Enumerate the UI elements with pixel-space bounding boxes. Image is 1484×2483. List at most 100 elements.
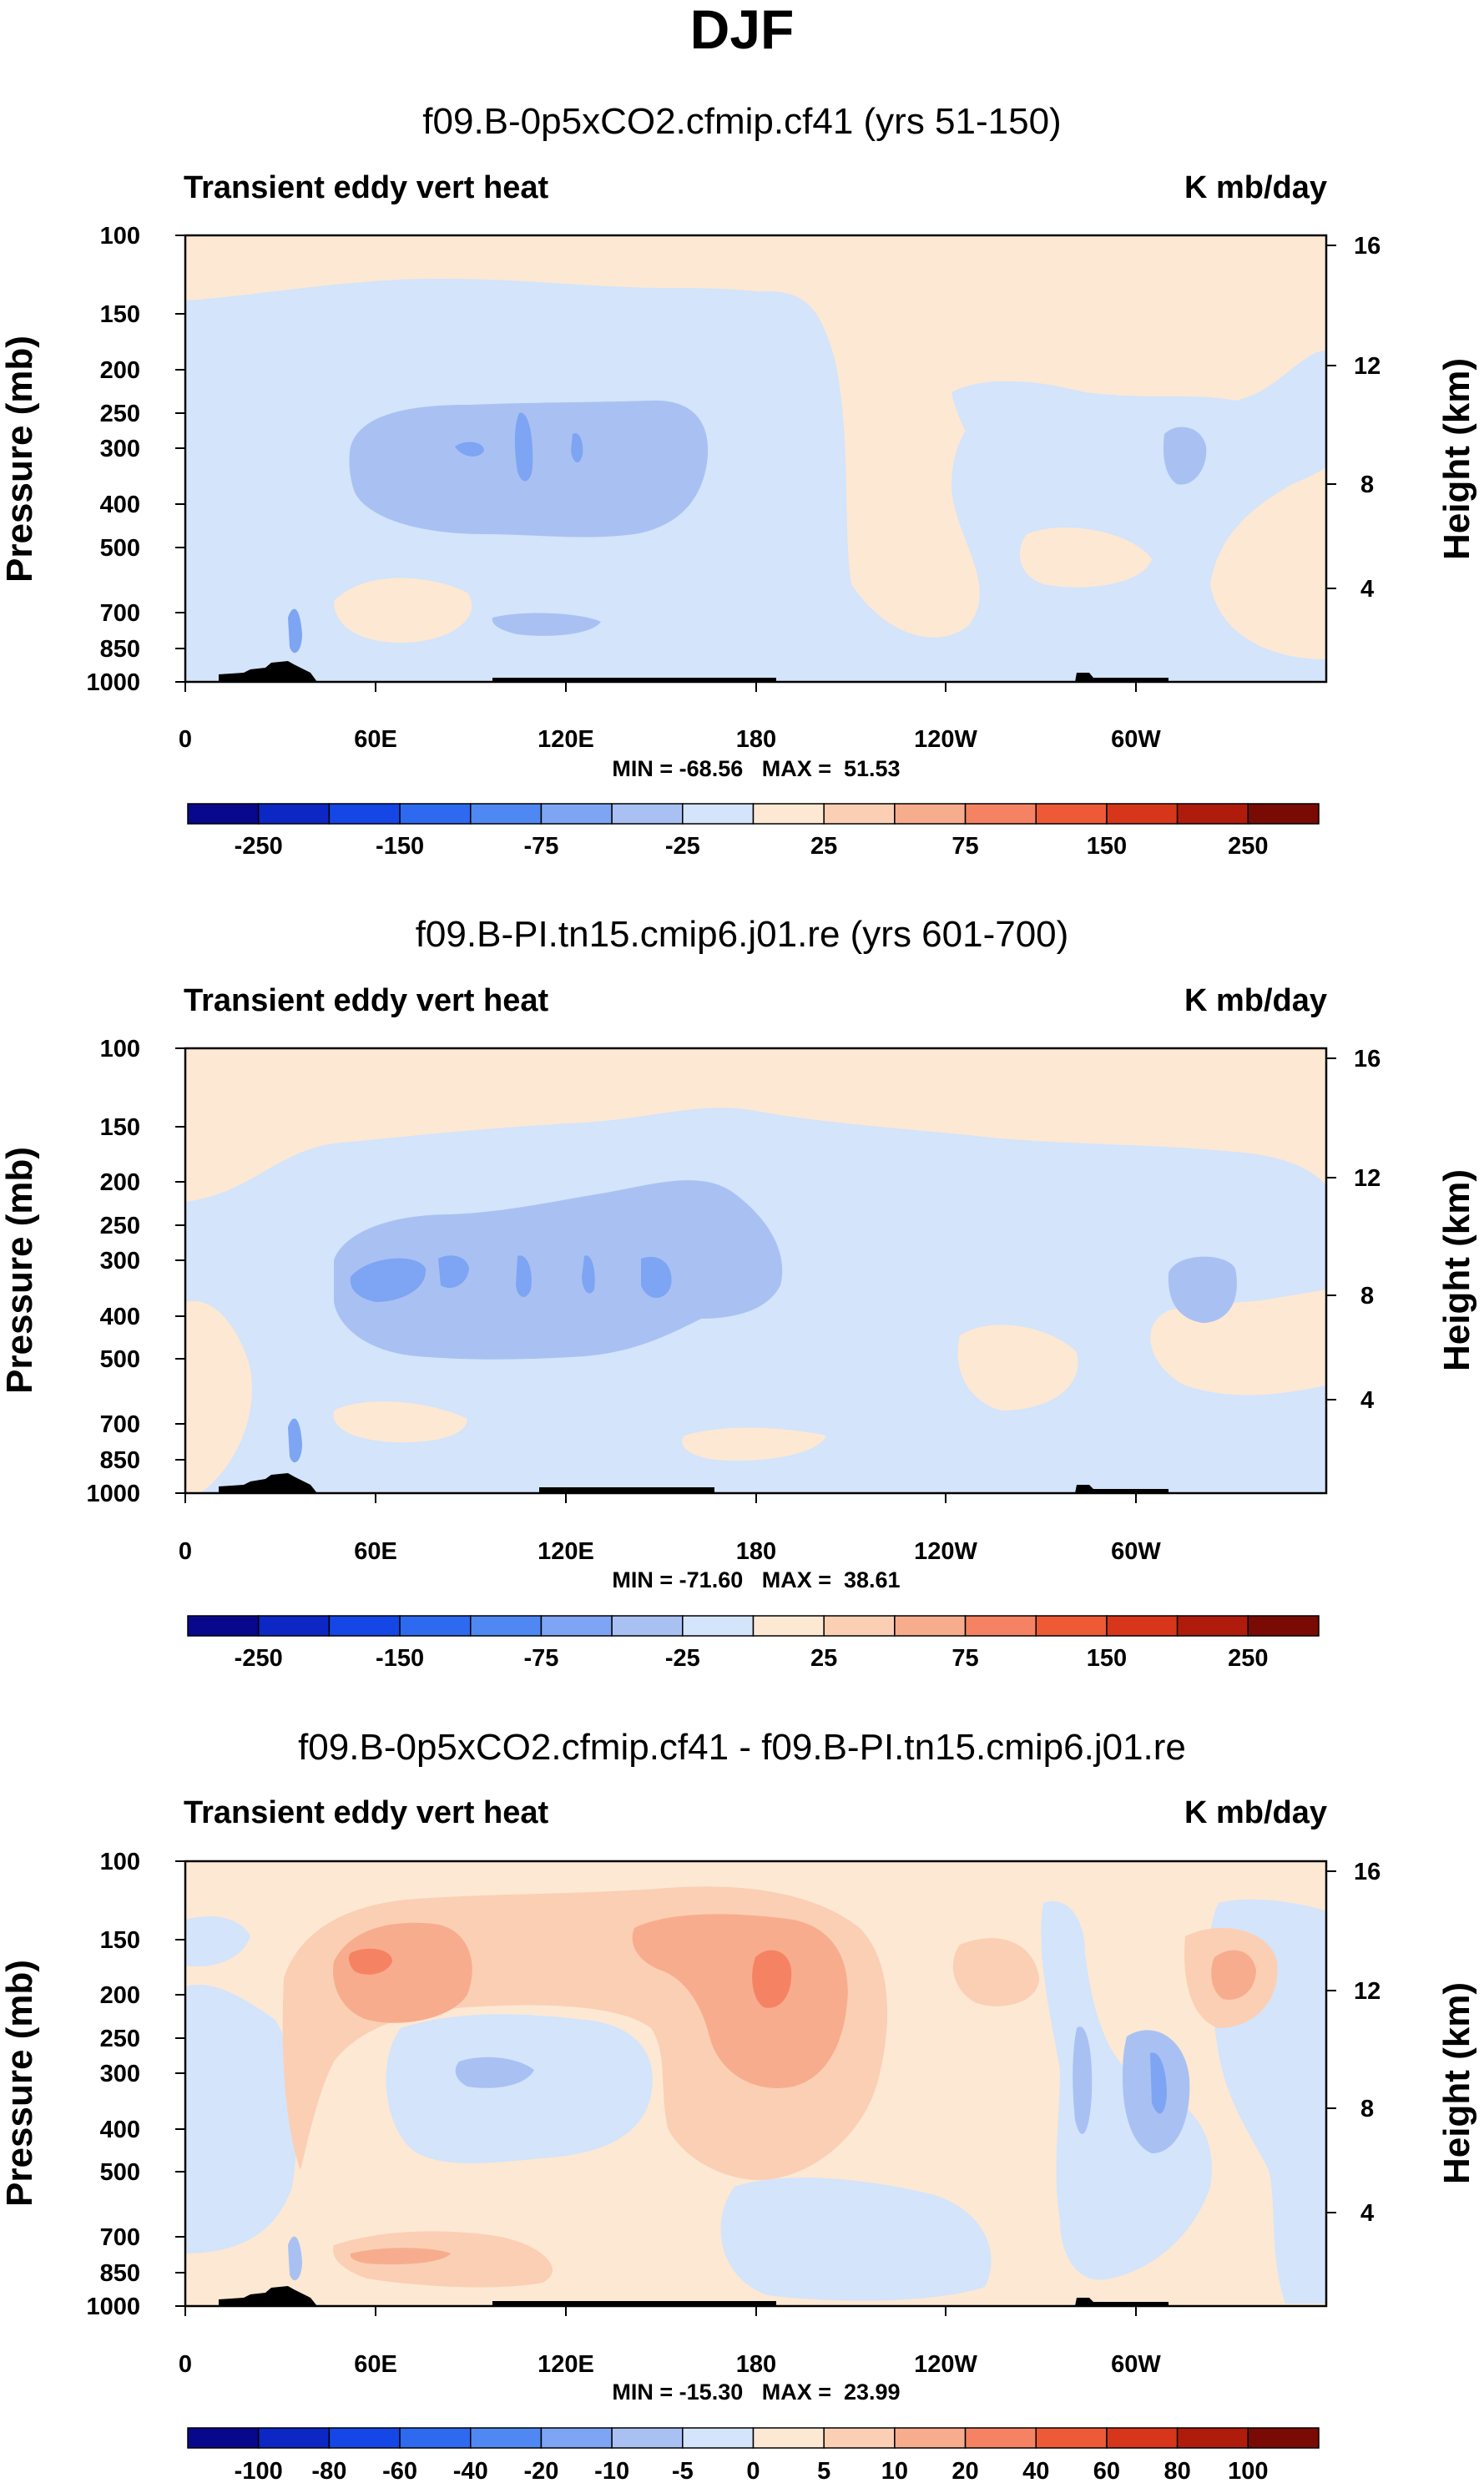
svg-text:150: 150 [100,301,140,328]
panel-2-title: f09.B-PI.tn15.cmip6.j01.re (yrs 601-700) [416,914,1069,955]
colorbar-box [399,803,472,825]
svg-text:60W: 60W [1111,1538,1161,1565]
panel-3: f09.B-0p5xCO2.cfmip.cf41 - f09.B-PI.tn15… [0,1727,1477,2483]
svg-text:8: 8 [1360,2096,1374,2122]
svg-text:120W: 120W [914,726,977,753]
svg-text:180: 180 [736,2351,776,2378]
colorbar-label: 100 [1228,2458,1268,2483]
svg-text:8: 8 [1360,472,1374,498]
svg-text:300: 300 [100,2061,140,2087]
colorbar-label: 10 [881,2458,908,2483]
colorbar-box [257,1615,331,1637]
svg-text:60W: 60W [1111,2351,1161,2378]
colorbar-box [1247,1615,1320,1637]
colorbar-box [964,2427,1037,2449]
svg-text:16: 16 [1354,1859,1381,1885]
panel-1-y2-axis: 16 12 8 4 [1326,233,1381,603]
colorbar-box [399,2427,472,2449]
svg-text:180: 180 [736,726,776,753]
colorbar-box [752,803,825,825]
colorbar-label: 0 [746,2458,760,2483]
svg-text:180: 180 [736,1538,776,1565]
colorbar-label: -250 [235,1645,283,1672]
colorbar-box [964,803,1037,825]
colorbar-box [187,2427,260,2449]
svg-text:500: 500 [100,535,140,562]
colorbar-label: -75 [523,1645,558,1672]
colorbar-box [1176,1615,1249,1637]
svg-text:700: 700 [100,2224,140,2251]
colorbar-label: -80 [311,2458,346,2483]
colorbar-box [682,803,755,825]
colorbar-box [1176,2427,1249,2449]
colorbar-label: -5 [672,2458,694,2483]
colorbar-box [894,1615,967,1637]
colorbar-label: 60 [1093,2458,1120,2483]
svg-text:16: 16 [1354,233,1381,260]
colorbar-box [328,1615,401,1637]
colorbar-label: 250 [1228,1645,1268,1672]
colorbar-box [328,2427,401,2449]
panel-3-colorbar: -100 -80 -60 -40 -20 -10 -5 0 5 10 20 40 60 80 100 [187,2427,1320,2483]
colorbar-box [894,2427,967,2449]
svg-text:0: 0 [179,2351,192,2378]
colorbar-box [328,803,401,825]
svg-text:250: 250 [100,401,140,427]
colorbar-box [752,1615,825,1637]
panel-1-units-label: K mb/day [1184,170,1327,205]
colorbar-box [964,1615,1037,1637]
colorbar-label: -10 [594,2458,629,2483]
colorbar-label: 75 [951,1645,978,1672]
colorbar-label: 25 [810,833,837,860]
colorbar-label: 80 [1163,2458,1190,2483]
svg-text:500: 500 [100,2159,140,2186]
colorbar-box [399,1615,472,1637]
svg-text:200: 200 [100,1169,140,1196]
colorbar-box [823,2427,896,2449]
panel-3-left-label: Transient eddy vert heat [184,1795,548,1830]
colorbar-box [1247,2427,1320,2449]
colorbar-box [540,2427,613,2449]
colorbar-box [1106,2427,1179,2449]
colorbar-box [752,2427,825,2449]
panel-3-y2-axis-title: Height (km) [1436,1982,1477,2184]
svg-text:12: 12 [1354,1978,1381,2005]
colorbar-label: -40 [453,2458,488,2483]
svg-text:400: 400 [100,1304,140,1330]
svg-text:150: 150 [100,1927,140,1954]
svg-text:100: 100 [100,1849,140,1875]
svg-text:850: 850 [100,2260,140,2287]
panel-2-field [185,1048,1326,1493]
figure-title: DJF [690,0,795,60]
colorbar-label: 150 [1087,833,1127,860]
colorbar-box [187,803,260,825]
panel-3-y2-axis: 16 12 8 4 [1326,1859,1381,2227]
svg-text:16: 16 [1354,1046,1381,1072]
panel-3-units-label: K mb/day [1184,1795,1327,1830]
colorbar-label: -75 [523,833,558,860]
colorbar-box [470,2427,543,2449]
panel-1-title: f09.B-0p5xCO2.cfmip.cf41 (yrs 51-150) [422,101,1061,142]
panel-2-left-label: Transient eddy vert heat [184,983,548,1018]
svg-text:200: 200 [100,357,140,384]
svg-text:120W: 120W [914,1538,977,1565]
svg-text:60W: 60W [1111,726,1161,753]
colorbar-box [682,2427,755,2449]
panel-1-minmax: MIN = -68.56 MAX = 51.53 [612,756,900,781]
colorbar-label: -100 [235,2458,283,2483]
panel-3-x-axis: 0 60E 120E 180 120W 60W [179,2306,1161,2378]
colorbar-label: -20 [523,2458,558,2483]
svg-text:850: 850 [100,636,140,663]
panel-2: f09.B-PI.tn15.cmip6.j01.re (yrs 601-700)… [0,914,1477,1672]
svg-text:700: 700 [100,1411,140,1438]
colorbar-box [611,2427,684,2449]
colorbar-box [257,803,331,825]
colorbar-box [823,803,896,825]
colorbar-box [1247,803,1320,825]
svg-text:120E: 120E [538,1538,594,1565]
colorbar-label: -150 [376,833,424,860]
panel-2-y-axis-title: Pressure (mb) [0,1147,40,1394]
panel-2-y2-axis-title: Height (km) [1436,1169,1477,1371]
svg-text:60E: 60E [354,2351,397,2378]
